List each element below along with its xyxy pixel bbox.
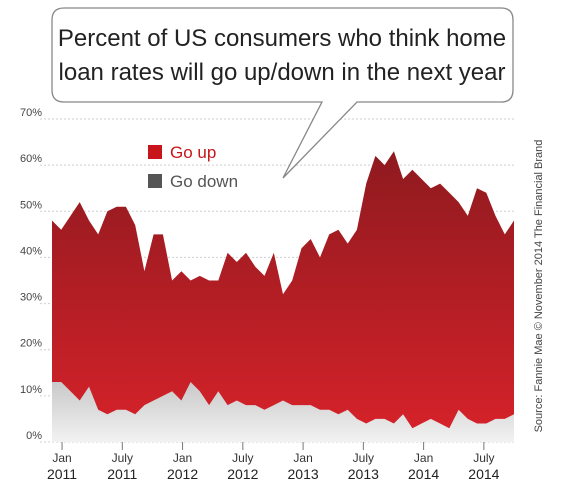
y-tick-label: 10% bbox=[20, 384, 42, 396]
x-tick-year-label: 2014 bbox=[468, 466, 499, 482]
legend-label-go-up: Go up bbox=[170, 143, 216, 162]
y-tick-label: 60% bbox=[20, 153, 42, 165]
y-tick-label: 30% bbox=[20, 292, 42, 304]
x-tick-month-label: Jan bbox=[414, 451, 433, 465]
title-speech-bubble bbox=[51, 7, 514, 179]
x-axis-tick-labels: Jan2011July2011Jan2012July2012Jan2013Jul… bbox=[47, 442, 500, 482]
x-tick-month-label: July bbox=[232, 451, 253, 465]
x-tick-year-label: 2011 bbox=[107, 466, 137, 482]
y-tick-label: 40% bbox=[20, 245, 42, 257]
y-tick-label: 20% bbox=[20, 338, 42, 350]
title-callout: Percent of US consumers who think home l… bbox=[51, 7, 514, 179]
legend-label-go-down: Go down bbox=[170, 172, 238, 191]
x-tick-year-label: 2014 bbox=[408, 466, 439, 482]
y-tick-label: 50% bbox=[20, 199, 42, 211]
x-tick-month-label: July bbox=[473, 451, 494, 465]
series-area-go-down bbox=[52, 382, 514, 442]
chart-title-line-1: Percent of US consumers who think home bbox=[58, 25, 506, 52]
x-tick-year-label: 2013 bbox=[288, 466, 319, 482]
y-axis-tick-labels: 0% 10% 20% 30% 40% 50% 60% 70% bbox=[20, 107, 42, 442]
x-tick-month-label: Jan bbox=[173, 451, 192, 465]
series-area-go-up bbox=[52, 151, 514, 443]
x-tick-year-label: 2013 bbox=[348, 466, 379, 482]
x-tick-month-label: July bbox=[112, 451, 133, 465]
chart-title-line-2: loan rates will go up/down in the next y… bbox=[59, 59, 506, 86]
x-tick-month-label: July bbox=[353, 451, 374, 465]
x-tick-year-label: 2012 bbox=[227, 466, 258, 482]
x-tick-month-label: Jan bbox=[52, 451, 71, 465]
x-tick-year-label: 2012 bbox=[167, 466, 198, 482]
x-tick-year-label: 2011 bbox=[47, 466, 77, 482]
x-tick-month-label: Jan bbox=[293, 451, 312, 465]
source-credit: Source: Fannie Mae © November 2014 The F… bbox=[533, 140, 545, 433]
y-tick-label: 70% bbox=[20, 107, 42, 119]
legend-swatch-go-up bbox=[148, 145, 162, 159]
y-tick-label: 0% bbox=[26, 430, 42, 442]
legend: Go up Go down bbox=[148, 143, 238, 191]
legend-swatch-go-down bbox=[148, 174, 162, 188]
